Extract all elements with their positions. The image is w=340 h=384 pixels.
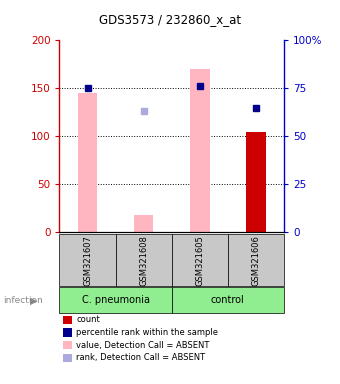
Bar [134,215,153,232]
Text: value, Detection Call = ABSENT: value, Detection Call = ABSENT [76,341,210,350]
Bar [172,234,228,286]
Bar [116,234,172,286]
Bar [190,69,209,232]
Bar [78,93,97,232]
Text: GDS3573 / 232860_x_at: GDS3573 / 232860_x_at [99,13,241,26]
Bar [172,287,284,313]
Text: infection: infection [3,296,43,305]
Text: percentile rank within the sample: percentile rank within the sample [76,328,219,337]
Text: ▶: ▶ [30,295,37,305]
Bar [228,234,284,286]
Bar [59,287,172,313]
Bar [59,234,116,286]
Text: GSM321608: GSM321608 [139,235,148,286]
Text: GSM321606: GSM321606 [251,235,260,286]
Text: rank, Detection Call = ABSENT: rank, Detection Call = ABSENT [76,353,206,362]
Text: C. pneumonia: C. pneumonia [82,295,150,305]
Bar [246,131,266,232]
Text: GSM321605: GSM321605 [195,235,204,286]
Text: control: control [211,295,245,305]
Text: count: count [76,315,100,324]
Text: GSM321607: GSM321607 [83,235,92,286]
